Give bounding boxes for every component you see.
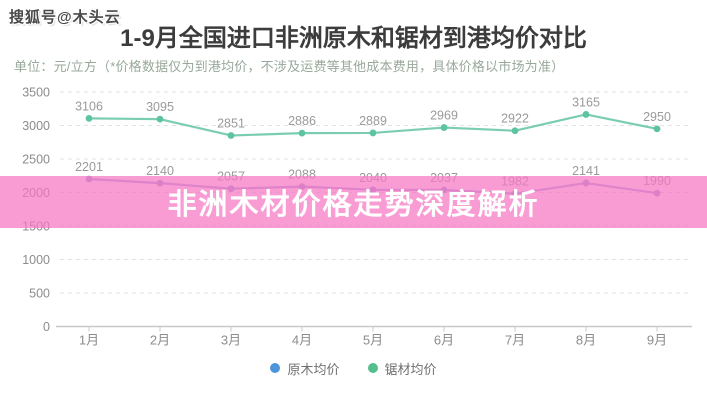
legend-label: 原木均价 — [287, 361, 340, 377]
x-axis-label: 2月 — [150, 333, 170, 348]
series-0-point-label: 2141 — [572, 164, 600, 178]
series-1-point-label: 2969 — [430, 109, 458, 123]
series-1-point-label: 3095 — [146, 100, 174, 114]
series-1-point — [227, 132, 235, 139]
y-axis-label: 1000 — [22, 253, 50, 267]
series-1-point — [582, 111, 590, 118]
series-1-point — [440, 124, 448, 131]
series-0-point-label: 2201 — [75, 160, 103, 174]
legend-item-0[interactable]: 原木均价 — [270, 359, 340, 378]
x-axis-label: 7月 — [505, 333, 525, 348]
y-axis-label: 500 — [29, 287, 50, 301]
page-title: 1-9月全国进口非洲原木和锯材到港均价对比 — [120, 25, 587, 52]
x-axis-label: 4月 — [292, 333, 312, 348]
x-axis-label: 5月 — [363, 333, 383, 348]
series-1-point — [511, 127, 519, 135]
promo-overlay-text: 非洲木材价格走势深度解析 — [167, 189, 540, 221]
series-1-point — [653, 125, 661, 133]
series-1-point-label: 2950 — [643, 110, 671, 124]
promo-overlay-banner: 非洲木材价格走势深度解析 — [0, 176, 707, 228]
series-1-point-label: 2851 — [217, 116, 245, 130]
x-axis-label: 6月 — [434, 333, 454, 348]
chart-legend: 原木均价 锯材均价 — [0, 356, 707, 380]
x-axis-label: 1月 — [79, 333, 99, 348]
series-1-point-label: 2922 — [501, 112, 529, 126]
series-1-point-label: 2886 — [288, 114, 316, 128]
sohu-watermark: 搜狐号@木头云 — [9, 9, 121, 26]
x-axis-label: 8月 — [576, 333, 596, 348]
x-axis-label: 9月 — [647, 333, 667, 348]
series-1-point — [85, 114, 93, 122]
series-1-point-label: 2889 — [359, 114, 387, 128]
chart-subtitle-unit-note: 单位：元/立方（*价格数据仅为到港均价，不涉及运费等其他成本费用，具体价格以市场… — [14, 59, 565, 74]
legend-dot-icon — [367, 363, 378, 373]
series-1-point — [298, 129, 306, 137]
x-axis-label: 3月 — [221, 333, 241, 348]
legend-label: 锯材均价 — [384, 361, 437, 377]
y-axis-label: 3500 — [22, 86, 50, 100]
legend-item-1[interactable]: 锯材均价 — [367, 359, 437, 378]
y-axis-label: 3000 — [22, 119, 50, 133]
series-1-point-label: 3165 — [572, 95, 600, 109]
y-axis-label: 2500 — [22, 153, 50, 167]
y-axis-label: 0 — [43, 320, 50, 334]
legend-dot-icon — [270, 363, 281, 373]
series-1-point — [156, 115, 164, 123]
series-1-point-label: 3106 — [75, 99, 103, 113]
series-1-point — [369, 129, 377, 137]
series-0-point-label: 2140 — [146, 164, 174, 178]
